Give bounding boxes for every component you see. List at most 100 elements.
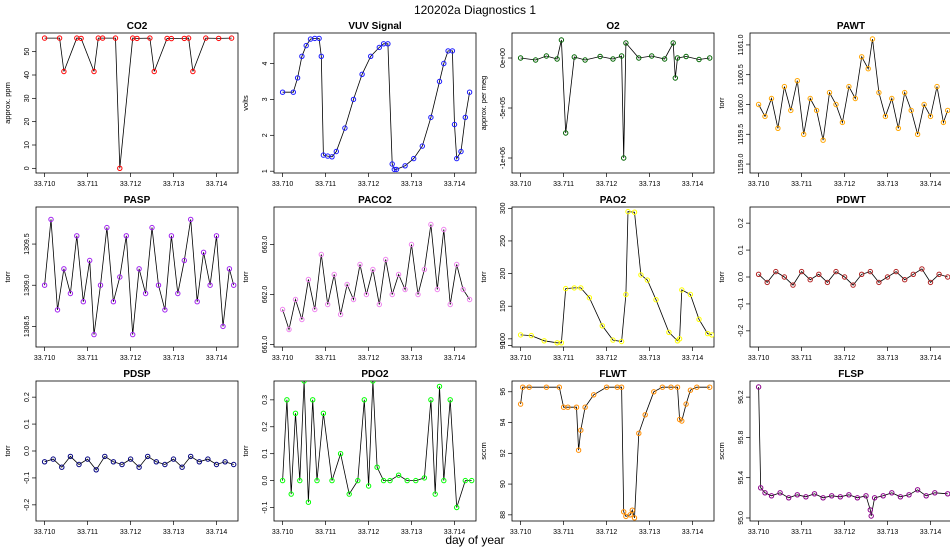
x-tick-label-flwt: 33.713 [639,529,661,536]
data-point-pasp [200,249,207,256]
panel-co2: CO2 approx. ppm 33.710 33.711 33.712 33.713 33… [3,21,239,188]
data-point-flsp [914,487,921,493]
data-point-pasp [168,233,175,239]
y-tick-label-o2: -1e+06 [500,147,507,169]
y-tick-label-flwt: 94 [500,419,507,427]
x-tick-label-pawt: 33.714 [920,181,942,188]
data-point-vuv-signal [441,60,447,67]
data-point-flwt [694,384,700,390]
data-point-pdsp [119,461,125,468]
x-tick-label-co2: 33.710 [34,181,56,188]
data-point-pdsp [110,459,117,465]
data-point-flsp [820,495,826,501]
data-point-pdwt [893,268,899,275]
x-tick-label-pasp: 33.711 [77,355,98,362]
x-tick-label-paco2: 33.710 [272,355,294,362]
data-point-paco2 [454,261,460,268]
data-point-pdo2 [387,477,393,484]
data-point-pao2 [653,297,659,303]
data-point-pasp [117,274,123,280]
data-point-pasp [110,299,117,305]
series-line-pdwt [758,268,948,286]
x-tick-label-pdo2: 33.712 [358,529,380,536]
x-tick-label-pdsp: 33.712 [120,529,142,536]
data-point-vuv-signal [329,154,335,160]
series-line-pdsp [44,455,234,471]
data-point-vuv-signal [419,143,425,149]
x-tick-label-paco2: 33.714 [444,355,466,362]
y-axis-label-pdsp: torr [3,445,12,457]
data-point-pdwt [773,268,779,275]
x-tick-label-pdsp: 33.710 [34,529,56,536]
x-tick-label-pao2: 33.710 [510,355,532,362]
y-axis-label-pao2: torr [479,271,488,283]
data-point-co2 [56,35,63,41]
data-point-o2 [707,55,713,61]
data-point-pdwt [816,271,822,277]
data-point-o2 [670,40,676,46]
data-point-flsp [897,494,904,500]
x-tick-label-pawt: 33.710 [748,181,770,188]
series-group-pdo2 [279,381,475,511]
data-point-o2 [618,53,625,59]
x-tick-label-pao2: 33.711 [553,355,574,362]
data-point-pawt [801,131,807,138]
data-point-flwt [591,392,597,398]
data-point-pasp [67,290,74,297]
series-line-pasp [44,219,235,335]
data-point-pdsp [136,464,142,470]
x-tick-label-paco2: 33.713 [401,355,423,362]
data-point-co2 [168,35,175,42]
data-point-pdo2 [292,410,299,416]
y-tick-label-vuv-signal: 2 [262,133,269,137]
data-point-vuv-signal [279,89,286,95]
y-axis-label-pasp: torr [3,271,12,283]
data-point-vuv-signal [368,53,374,59]
x-tick-label-pasp: 33.714 [206,355,228,362]
data-point-flwt [556,384,562,390]
figure-title: 120202a Diagnostics 1 [414,3,536,17]
data-point-pawt [927,113,934,120]
data-point-vuv-signal [393,166,400,173]
data-point-pdo2 [314,477,320,484]
data-point-paco2 [415,291,421,298]
panel-pdo2: PDO2 torr 33.710 33.711 33.712 33.713 33.714 -0… [241,369,477,536]
data-point-paco2 [363,291,370,298]
x-tick-label-co2: 33.713 [163,181,185,188]
y-tick-label-pawt: 1159.5 [738,124,745,145]
data-point-paco2 [318,251,324,258]
data-point-flwt [631,515,638,521]
x-tick-label-co2: 33.712 [120,181,142,188]
y-tick-label-pdsp: -0.1 [24,472,31,484]
data-point-pdsp [41,459,48,465]
y-axis-label-flsp: sccm [717,442,726,460]
y-tick-label-co2: 50 [24,48,31,56]
x-tick-label-flsp: 33.712 [834,529,856,536]
y-tick-label-pawt: 1159.0 [738,154,745,175]
data-point-paco2 [376,301,382,308]
data-point-pao2 [517,332,524,338]
data-point-paco2 [441,226,447,233]
x-tick-label-pawt: 33.713 [877,181,899,188]
data-point-o2 [674,55,681,61]
data-point-paco2 [357,261,363,268]
x-tick-label-o2: 33.711 [553,181,574,188]
data-point-pasp [91,331,97,338]
data-point-flsp [868,513,874,519]
data-point-pdwt [927,279,934,286]
data-point-vuv-signal [303,42,309,49]
data-point-pdsp [222,459,228,465]
y-axis-label-o2: approx. per meg [479,76,488,131]
data-point-co2 [147,35,153,41]
panel-title-pawt: PAWT [837,21,865,32]
data-point-pao2 [625,208,631,215]
data-point-pdo2 [361,397,367,403]
data-point-flsp [794,492,800,498]
data-point-flsp [811,491,818,497]
data-point-flsp [846,492,852,498]
data-point-flwt [543,384,550,390]
data-point-vuv-signal [402,163,408,169]
data-point-pasp [54,307,61,313]
